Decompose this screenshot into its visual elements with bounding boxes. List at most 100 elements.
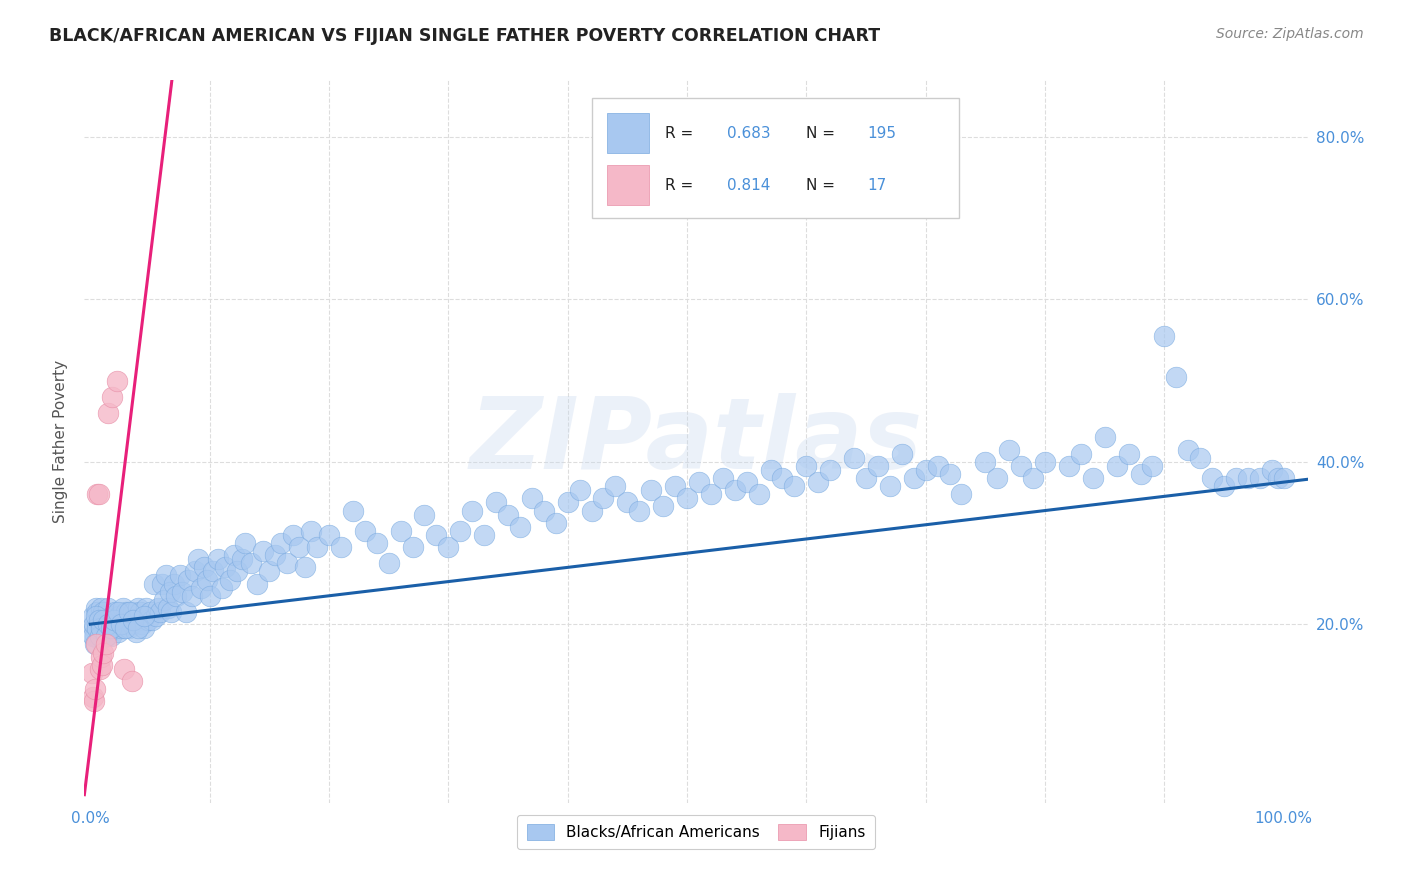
Point xyxy=(1189,450,1212,465)
Point xyxy=(180,589,202,603)
Point xyxy=(97,621,120,635)
Legend: Blacks/African Americans, Fijians: Blacks/African Americans, Fijians xyxy=(517,815,875,849)
Point xyxy=(111,601,134,615)
Point xyxy=(89,662,111,676)
Point xyxy=(1267,471,1289,485)
Point xyxy=(86,617,108,632)
Point xyxy=(413,508,436,522)
Point xyxy=(156,601,179,615)
Point xyxy=(903,471,925,485)
Point xyxy=(145,609,167,624)
FancyBboxPatch shape xyxy=(606,165,650,205)
Point xyxy=(84,601,107,615)
Point xyxy=(307,540,329,554)
Point xyxy=(974,455,997,469)
Point xyxy=(240,557,263,571)
Point xyxy=(772,471,794,485)
Text: 195: 195 xyxy=(868,126,896,141)
Point xyxy=(87,621,110,635)
Point xyxy=(796,458,818,473)
Point xyxy=(112,613,135,627)
Point xyxy=(84,638,107,652)
Point xyxy=(153,592,176,607)
Point xyxy=(127,601,149,615)
Point xyxy=(94,629,117,643)
Point xyxy=(110,621,132,635)
Point xyxy=(84,629,107,643)
Point xyxy=(174,605,197,619)
Point xyxy=(114,621,136,635)
Point xyxy=(299,524,322,538)
Point xyxy=(270,536,292,550)
Point xyxy=(93,617,115,632)
Point xyxy=(605,479,627,493)
Point xyxy=(1153,329,1175,343)
Point xyxy=(97,617,120,632)
Point xyxy=(91,609,114,624)
Point xyxy=(84,682,107,697)
Point xyxy=(142,576,165,591)
Point xyxy=(252,544,274,558)
Text: ZIPatlas: ZIPatlas xyxy=(470,393,922,490)
Point xyxy=(132,609,155,624)
Point xyxy=(226,565,249,579)
Point xyxy=(83,617,105,632)
Point xyxy=(84,609,107,624)
Point xyxy=(184,565,207,579)
Point xyxy=(103,613,125,627)
Point xyxy=(342,503,364,517)
Point xyxy=(117,621,139,635)
Point xyxy=(93,613,115,627)
Point xyxy=(120,613,142,627)
Point xyxy=(472,528,495,542)
Point xyxy=(950,487,973,501)
Point xyxy=(676,491,699,506)
Point xyxy=(1249,471,1271,485)
Point xyxy=(94,638,117,652)
Point xyxy=(700,487,723,501)
Text: 0.683: 0.683 xyxy=(727,126,770,141)
Point xyxy=(986,471,1008,485)
Point xyxy=(93,646,115,660)
Point xyxy=(148,601,170,615)
Point xyxy=(1261,463,1284,477)
Point xyxy=(1094,430,1116,444)
Point xyxy=(93,605,115,619)
Point xyxy=(1070,447,1092,461)
Point xyxy=(86,487,108,501)
Point xyxy=(101,390,124,404)
Point xyxy=(1213,479,1236,493)
Point xyxy=(231,552,253,566)
Point xyxy=(87,487,110,501)
Point xyxy=(193,560,215,574)
Point xyxy=(783,479,806,493)
Point xyxy=(222,548,245,562)
Text: BLACK/AFRICAN AMERICAN VS FIJIAN SINGLE FATHER POVERTY CORRELATION CHART: BLACK/AFRICAN AMERICAN VS FIJIAN SINGLE … xyxy=(49,27,880,45)
Point xyxy=(136,613,159,627)
Point xyxy=(288,540,311,554)
Point xyxy=(855,471,877,485)
Point xyxy=(117,605,139,619)
Point xyxy=(401,540,423,554)
Point xyxy=(353,524,375,538)
Point xyxy=(214,560,236,574)
Point xyxy=(202,565,225,579)
Point xyxy=(461,503,484,517)
Point xyxy=(938,467,960,481)
Point xyxy=(1142,458,1164,473)
Point xyxy=(1105,458,1128,473)
Text: Source: ZipAtlas.com: Source: ZipAtlas.com xyxy=(1216,27,1364,41)
Point xyxy=(82,629,104,643)
Point xyxy=(114,621,136,635)
Point xyxy=(652,500,675,514)
Point xyxy=(121,617,143,632)
Point xyxy=(568,483,591,498)
Point xyxy=(159,584,181,599)
Point xyxy=(246,576,269,591)
Point xyxy=(101,609,124,624)
Point xyxy=(520,491,543,506)
Point xyxy=(998,442,1021,457)
Point xyxy=(122,613,145,627)
Point xyxy=(1057,458,1080,473)
Point xyxy=(97,406,120,420)
